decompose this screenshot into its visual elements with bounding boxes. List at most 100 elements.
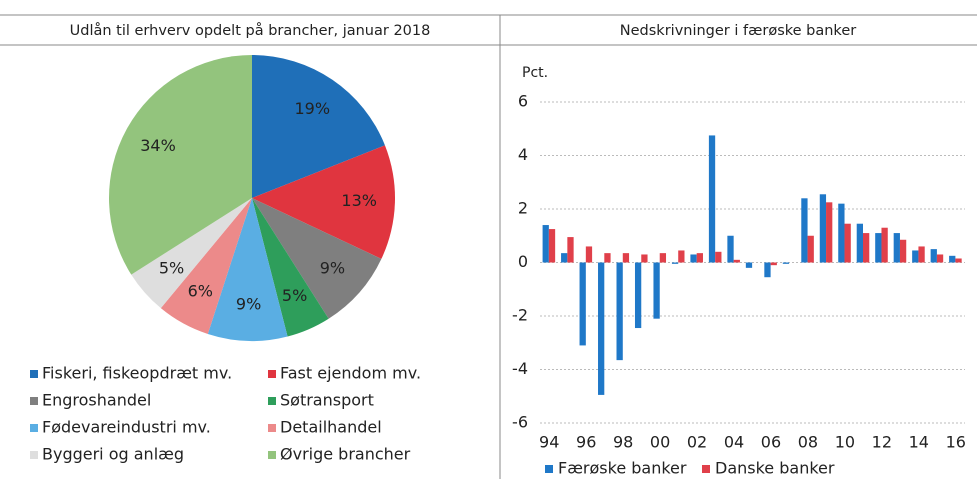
bar: [745, 262, 753, 268]
x-tick-label: 10: [835, 433, 855, 452]
bar: [715, 251, 722, 263]
bar: [653, 262, 660, 319]
slice-label: 34%: [140, 136, 176, 155]
legend-swatch: [702, 465, 710, 473]
bar: [616, 262, 623, 361]
bar: [807, 235, 814, 263]
x-tick-label: 14: [909, 433, 929, 452]
pie-slice: [207, 198, 288, 341]
pie-slice: [131, 198, 252, 309]
x-tick-label: 00: [650, 433, 670, 452]
x-tick-label: 02: [687, 433, 707, 452]
legend-swatch: [268, 397, 276, 405]
pie-slice: [252, 55, 385, 198]
bar: [801, 198, 808, 263]
bar: [770, 262, 777, 266]
legend-swatch: [268, 451, 276, 459]
bar: [955, 258, 962, 263]
pie-slice: [252, 198, 329, 337]
bar: [893, 233, 900, 263]
bar: [838, 203, 845, 263]
bar: [912, 250, 919, 263]
bar: [844, 223, 851, 263]
legend-swatch: [30, 397, 38, 405]
y-axis-label: Pct.: [522, 65, 548, 81]
bar: [733, 259, 740, 263]
slice-label: 6%: [188, 281, 213, 300]
slice-label: 9%: [236, 295, 261, 314]
bar: [930, 249, 937, 263]
bar: [708, 135, 716, 263]
legend-label: Fiskeri, fiskeopdræt mv.: [42, 364, 232, 383]
x-tick-label: 04: [724, 433, 744, 452]
pie-title: Udlån til erhverv opdelt på brancher, ja…: [70, 22, 431, 39]
slice-label: 5%: [159, 258, 184, 277]
bar: [936, 254, 944, 263]
bar: [918, 246, 925, 263]
slice-label: 13%: [341, 191, 377, 210]
y-tick-label: 6: [518, 92, 528, 111]
bar: [671, 262, 679, 264]
y-tick-label: 4: [518, 145, 528, 164]
x-tick-label: 12: [872, 433, 892, 452]
bar: [659, 253, 667, 263]
bar: [949, 255, 956, 263]
legend-label: Færøske banker: [558, 459, 687, 478]
bar: [875, 233, 882, 263]
bar: [690, 254, 697, 263]
slice-label: 19%: [295, 99, 331, 118]
bar: [819, 194, 827, 263]
x-tick-label: 16: [946, 433, 966, 452]
bar: [598, 262, 605, 395]
bar: [641, 254, 648, 263]
bar: [622, 253, 630, 263]
pie-slice: [252, 145, 395, 259]
legend-label: Byggeri og anlæg: [42, 445, 184, 464]
bar: [696, 253, 703, 263]
bar: [585, 246, 593, 263]
bar: [881, 227, 888, 263]
x-tick-label: 94: [539, 433, 559, 452]
y-tick-label: -4: [512, 359, 528, 378]
bar: [579, 262, 586, 346]
legend-label: Søtransport: [280, 391, 374, 410]
y-tick-label: -6: [512, 413, 528, 432]
pie-slice: [252, 198, 382, 319]
pie-slice: [160, 198, 252, 335]
bar: [604, 253, 611, 263]
bar: [678, 250, 685, 263]
bar: [567, 237, 574, 263]
bar: [764, 262, 771, 278]
bar: [561, 253, 568, 263]
legend-label: Øvrige brancher: [280, 445, 411, 464]
legend-swatch: [268, 370, 276, 378]
bar: [899, 239, 907, 263]
bar: [634, 262, 642, 329]
slice-label: 5%: [282, 286, 307, 305]
x-tick-label: 06: [761, 433, 781, 452]
legend-swatch: [268, 424, 276, 432]
bar: [542, 225, 549, 263]
legend-label: Engroshandel: [42, 391, 151, 410]
legend-label: Detailhandel: [280, 418, 382, 437]
bar: [826, 202, 833, 263]
legend-swatch: [30, 451, 38, 459]
bar-title: Nedskrivninger i færøske banker: [620, 23, 856, 39]
legend-label: Fødevareindustri mv.: [42, 418, 211, 437]
legend-swatch: [545, 465, 553, 473]
bar: [856, 223, 863, 263]
bar: [863, 233, 870, 263]
x-tick-label: 98: [613, 433, 633, 452]
legend-swatch: [30, 424, 38, 432]
bar: [548, 229, 556, 263]
slice-label: 9%: [320, 258, 345, 277]
y-tick-label: -2: [512, 306, 528, 325]
y-tick-label: 0: [518, 252, 528, 271]
bar: [727, 235, 734, 263]
pie-slice: [109, 55, 252, 275]
legend-label: Fast ejendom mv.: [280, 364, 421, 383]
y-tick-label: 2: [518, 199, 528, 218]
legend-swatch: [30, 370, 38, 378]
